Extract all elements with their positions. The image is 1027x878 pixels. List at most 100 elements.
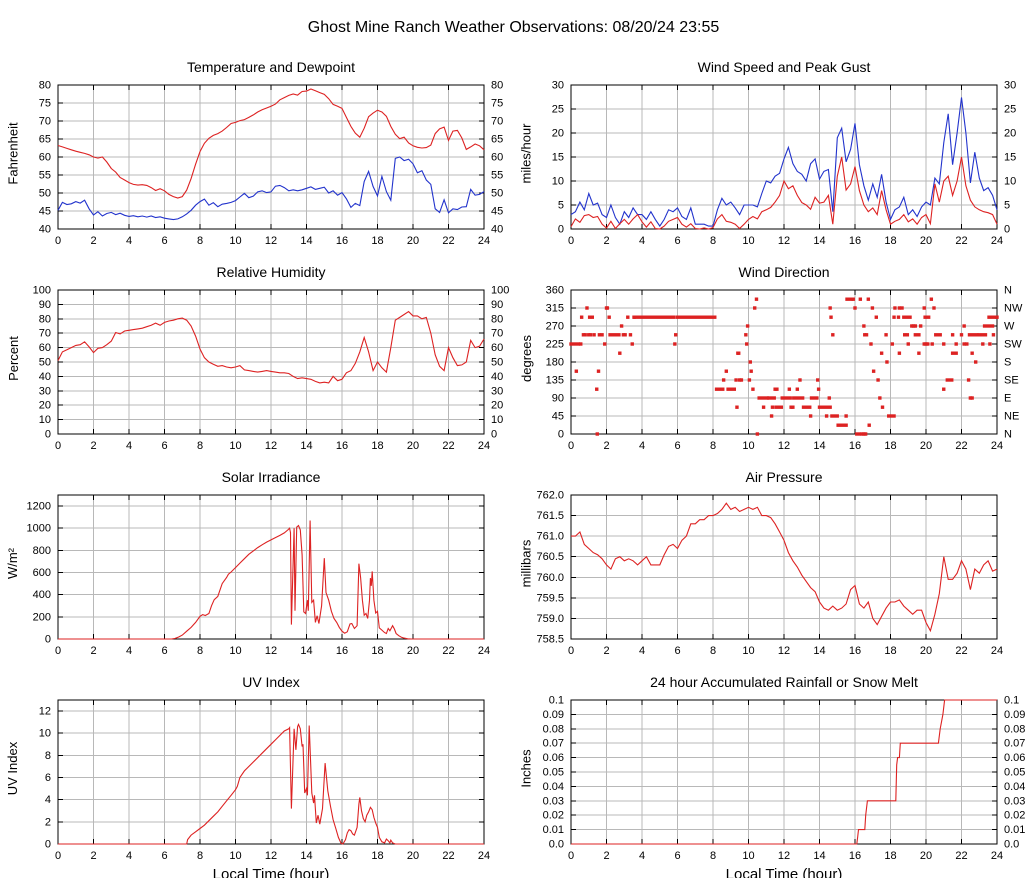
y-tick-labels: 40 45 50 55 60 65 70 75 80 <box>39 80 51 236</box>
svg-text:20: 20 <box>920 850 932 862</box>
chart-canvas: 0 2 4 6 8 10 12 14 16 18 20 22 240510152025300510152… <box>552 80 1017 248</box>
chart-title: Wind Speed and Peak Gust <box>697 59 871 75</box>
svg-text:8: 8 <box>197 440 203 452</box>
svg-text:1200: 1200 <box>27 501 51 513</box>
svg-text:90: 90 <box>39 299 51 311</box>
wind-direction-points <box>569 297 999 436</box>
x-tick-labels: 0 2 4 6 8 10 12 14 16 18 20 22 24 <box>568 645 1003 657</box>
svg-text:5: 5 <box>558 200 564 212</box>
svg-text:SE: SE <box>1004 375 1019 387</box>
chart-title: Wind Direction <box>738 264 830 280</box>
svg-text:24: 24 <box>991 440 1003 452</box>
svg-text:0.05: 0.05 <box>1004 767 1025 779</box>
plot-frame <box>570 84 998 230</box>
svg-text:0.07: 0.07 <box>1004 738 1025 750</box>
svg-text:0.01: 0.01 <box>543 824 564 836</box>
svg-text:760.5: 760.5 <box>536 551 564 563</box>
svg-text:SW: SW <box>1004 339 1022 351</box>
svg-text:761.0: 761.0 <box>536 531 564 543</box>
y-tick-labels: 0 45 90 135 180 225 270 315 360 <box>546 285 564 441</box>
chart-canvas: 0 2 4 6 8 10 12 14 16 18 20 22 24758.5759.0759.5760.… <box>536 490 1003 658</box>
svg-text:0: 0 <box>55 440 61 452</box>
x-tick-labels: 0 2 4 6 8 10 12 14 16 18 20 22 24 <box>568 440 1003 452</box>
svg-text:22: 22 <box>442 235 454 247</box>
svg-text:14: 14 <box>300 235 312 247</box>
svg-text:270: 270 <box>546 321 564 333</box>
svg-text:14: 14 <box>813 645 825 657</box>
plot-frame <box>57 494 485 640</box>
chart-title: Solar Irradiance <box>221 469 321 485</box>
svg-text:0.08: 0.08 <box>543 723 564 735</box>
svg-text:14: 14 <box>813 440 825 452</box>
svg-text:12: 12 <box>265 440 277 452</box>
y-tick-labels-right: N NE E SE S SW W NW N <box>1004 285 1023 441</box>
svg-text:70: 70 <box>491 116 503 128</box>
svg-text:24: 24 <box>991 645 1003 657</box>
svg-text:18: 18 <box>371 235 383 247</box>
svg-text:6: 6 <box>161 645 167 657</box>
plot-frame <box>57 84 485 230</box>
svg-text:60: 60 <box>491 342 503 354</box>
svg-text:0.03: 0.03 <box>543 795 564 807</box>
svg-text:22: 22 <box>955 645 967 657</box>
svg-text:0: 0 <box>568 440 574 452</box>
svg-text:0.1: 0.1 <box>549 695 564 707</box>
svg-text:2: 2 <box>603 645 609 657</box>
svg-text:70: 70 <box>491 328 503 340</box>
chart-title: UV Index <box>242 674 300 690</box>
svg-text:10: 10 <box>1004 176 1016 188</box>
svg-text:762.0: 762.0 <box>536 490 564 502</box>
svg-text:N: N <box>1004 429 1012 441</box>
svg-text:6: 6 <box>674 235 680 247</box>
chart-title: Air Pressure <box>745 469 823 485</box>
svg-text:40: 40 <box>491 224 503 236</box>
svg-text:80: 80 <box>39 313 51 325</box>
svg-text:22: 22 <box>442 440 454 452</box>
svg-text:8: 8 <box>197 235 203 247</box>
svg-text:135: 135 <box>546 375 564 387</box>
svg-text:4: 4 <box>639 440 645 452</box>
svg-text:8: 8 <box>197 850 203 862</box>
svg-text:8: 8 <box>710 440 716 452</box>
svg-text:30: 30 <box>39 385 51 397</box>
svg-text:8: 8 <box>710 645 716 657</box>
svg-text:5: 5 <box>1004 200 1010 212</box>
y-tick-labels: 0 200 400 600 800 1000 1200 <box>27 501 51 646</box>
svg-text:2: 2 <box>90 850 96 862</box>
svg-text:400: 400 <box>33 589 51 601</box>
svg-text:800: 800 <box>33 545 51 557</box>
svg-text:20: 20 <box>39 400 51 412</box>
chart-title: 24 hour Accumulated Rainfall or Snow Mel… <box>650 674 918 690</box>
svg-text:16: 16 <box>336 645 348 657</box>
svg-text:0.03: 0.03 <box>1004 795 1025 807</box>
svg-text:2: 2 <box>603 440 609 452</box>
y-tick-labels: 0 2 4 6 8 10 12 <box>39 706 51 851</box>
svg-text:65: 65 <box>39 134 51 146</box>
svg-text:12: 12 <box>39 706 51 718</box>
svg-text:14: 14 <box>813 850 825 862</box>
svg-text:50: 50 <box>39 188 51 200</box>
svg-text:0: 0 <box>45 634 51 646</box>
svg-text:0.04: 0.04 <box>1004 781 1025 793</box>
svg-text:0: 0 <box>568 235 574 247</box>
x-tick-labels: 0 2 4 6 8 10 12 14 16 18 20 22 24 <box>55 645 490 657</box>
svg-text:4: 4 <box>126 850 132 862</box>
svg-text:16: 16 <box>336 235 348 247</box>
svg-text:0.0: 0.0 <box>549 839 564 851</box>
svg-text:2: 2 <box>603 235 609 247</box>
svg-text:4: 4 <box>639 645 645 657</box>
svg-text:45: 45 <box>552 411 564 423</box>
y-tick-labels-right: 0 10 20 30 40 50 60 70 80 90 100 <box>491 285 509 441</box>
temperature-line <box>57 88 485 199</box>
svg-text:0: 0 <box>45 429 51 441</box>
svg-text:65: 65 <box>491 134 503 146</box>
svg-text:15: 15 <box>552 152 564 164</box>
svg-text:0.01: 0.01 <box>1004 824 1025 836</box>
svg-text:45: 45 <box>39 206 51 218</box>
svg-text:NW: NW <box>1004 303 1023 315</box>
x-axis-label: Local Time (hour) <box>212 866 330 878</box>
svg-text:24: 24 <box>478 850 490 862</box>
svg-text:2: 2 <box>603 850 609 862</box>
svg-text:15: 15 <box>1004 152 1016 164</box>
